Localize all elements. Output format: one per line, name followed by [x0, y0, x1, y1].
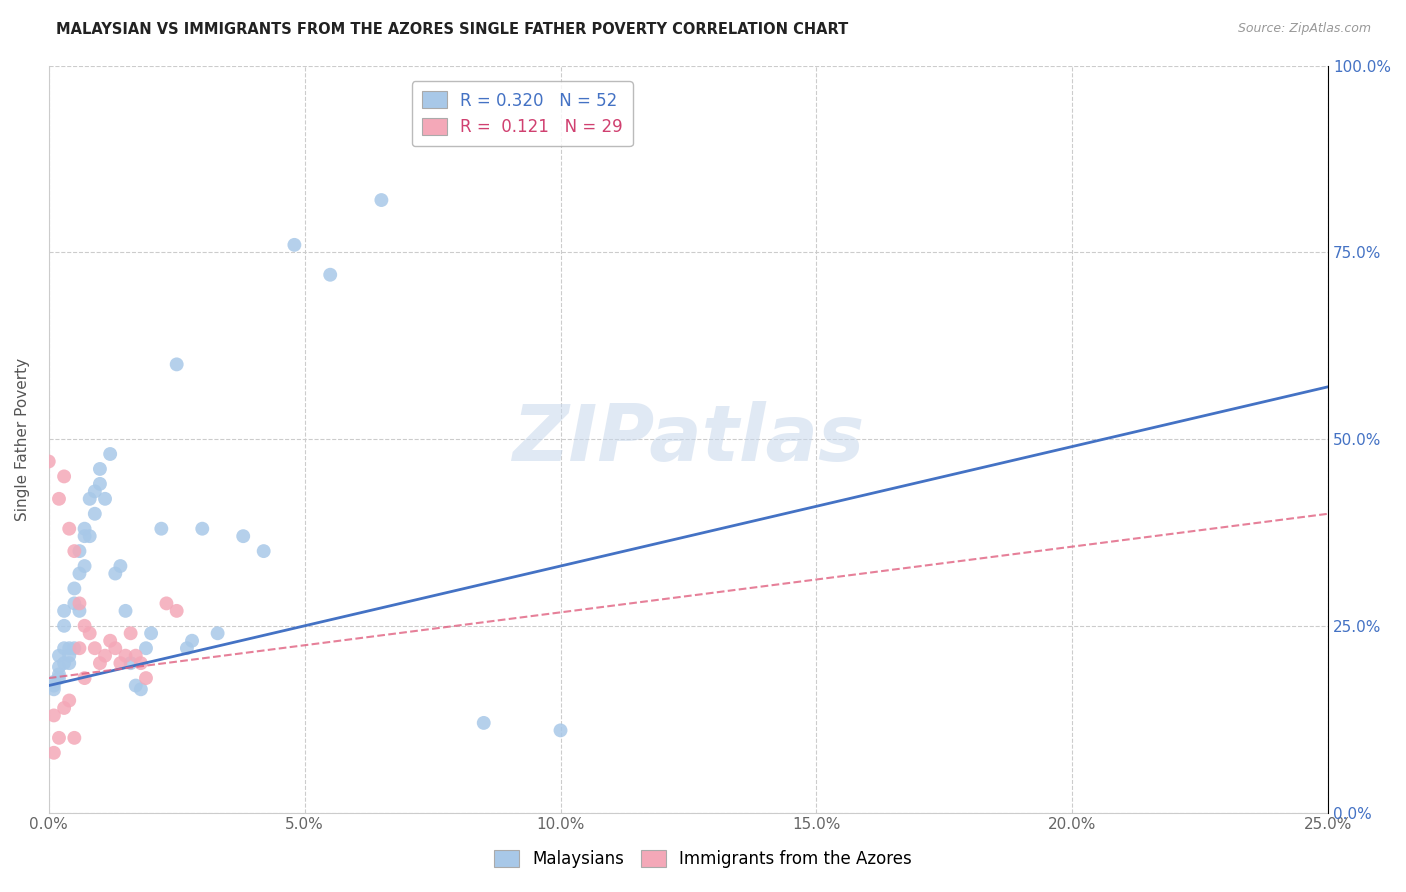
Point	[63, 544, 86, 558]
Point	[207, 626, 229, 640]
Point	[181, 633, 204, 648]
Point	[110, 559, 132, 574]
Point	[48, 648, 70, 663]
Point	[53, 641, 76, 656]
Point	[120, 656, 142, 670]
Point	[73, 529, 96, 543]
Point	[63, 582, 86, 596]
Point	[550, 723, 572, 738]
Point	[69, 596, 91, 610]
Point	[83, 484, 105, 499]
Point	[125, 648, 148, 663]
Point	[150, 522, 173, 536]
Point	[166, 604, 188, 618]
Point	[98, 447, 121, 461]
Point	[42, 746, 65, 760]
Point	[58, 693, 80, 707]
Point	[69, 641, 91, 656]
Y-axis label: Single Father Poverty: Single Father Poverty	[15, 358, 30, 521]
Point	[53, 469, 76, 483]
Point	[120, 626, 142, 640]
Point	[135, 671, 157, 685]
Point	[79, 491, 101, 506]
Point	[125, 679, 148, 693]
Point	[232, 529, 254, 543]
Point	[166, 357, 188, 371]
Point	[73, 619, 96, 633]
Point	[253, 544, 276, 558]
Point	[42, 674, 65, 689]
Point	[48, 660, 70, 674]
Point	[114, 648, 136, 663]
Point	[63, 641, 86, 656]
Legend: R = 0.320   N = 52, R =  0.121   N = 29: R = 0.320 N = 52, R = 0.121 N = 29	[412, 81, 633, 146]
Point	[191, 522, 214, 536]
Point	[114, 604, 136, 618]
Point	[42, 679, 65, 693]
Point	[135, 641, 157, 656]
Point	[79, 626, 101, 640]
Text: Source: ZipAtlas.com: Source: ZipAtlas.com	[1237, 22, 1371, 36]
Point	[89, 476, 111, 491]
Point	[89, 462, 111, 476]
Point	[83, 641, 105, 656]
Point	[73, 671, 96, 685]
Point	[69, 566, 91, 581]
Point	[63, 731, 86, 745]
Point	[155, 596, 177, 610]
Text: ZIPatlas: ZIPatlas	[512, 401, 865, 477]
Point	[38, 454, 60, 468]
Point	[58, 648, 80, 663]
Point	[129, 682, 152, 697]
Point	[48, 671, 70, 685]
Point	[53, 604, 76, 618]
Point	[69, 544, 91, 558]
Point	[104, 566, 127, 581]
Point	[73, 522, 96, 536]
Point	[53, 656, 76, 670]
Point	[89, 656, 111, 670]
Point	[48, 731, 70, 745]
Point	[472, 715, 495, 730]
Point	[42, 708, 65, 723]
Point	[73, 559, 96, 574]
Point	[69, 604, 91, 618]
Point	[53, 701, 76, 715]
Point	[94, 648, 117, 663]
Point	[370, 193, 392, 207]
Point	[53, 619, 76, 633]
Point	[63, 596, 86, 610]
Point	[110, 656, 132, 670]
Point	[319, 268, 342, 282]
Point	[58, 522, 80, 536]
Point	[83, 507, 105, 521]
Point	[98, 633, 121, 648]
Point	[58, 656, 80, 670]
Point	[48, 667, 70, 681]
Point	[48, 491, 70, 506]
Point	[79, 529, 101, 543]
Point	[104, 641, 127, 656]
Point	[283, 238, 305, 252]
Point	[176, 641, 198, 656]
Text: MALAYSIAN VS IMMIGRANTS FROM THE AZORES SINGLE FATHER POVERTY CORRELATION CHART: MALAYSIAN VS IMMIGRANTS FROM THE AZORES …	[56, 22, 848, 37]
Point	[129, 656, 152, 670]
Point	[94, 491, 117, 506]
Legend: Malaysians, Immigrants from the Azores: Malaysians, Immigrants from the Azores	[488, 843, 918, 875]
Point	[42, 682, 65, 697]
Point	[58, 641, 80, 656]
Point	[139, 626, 162, 640]
